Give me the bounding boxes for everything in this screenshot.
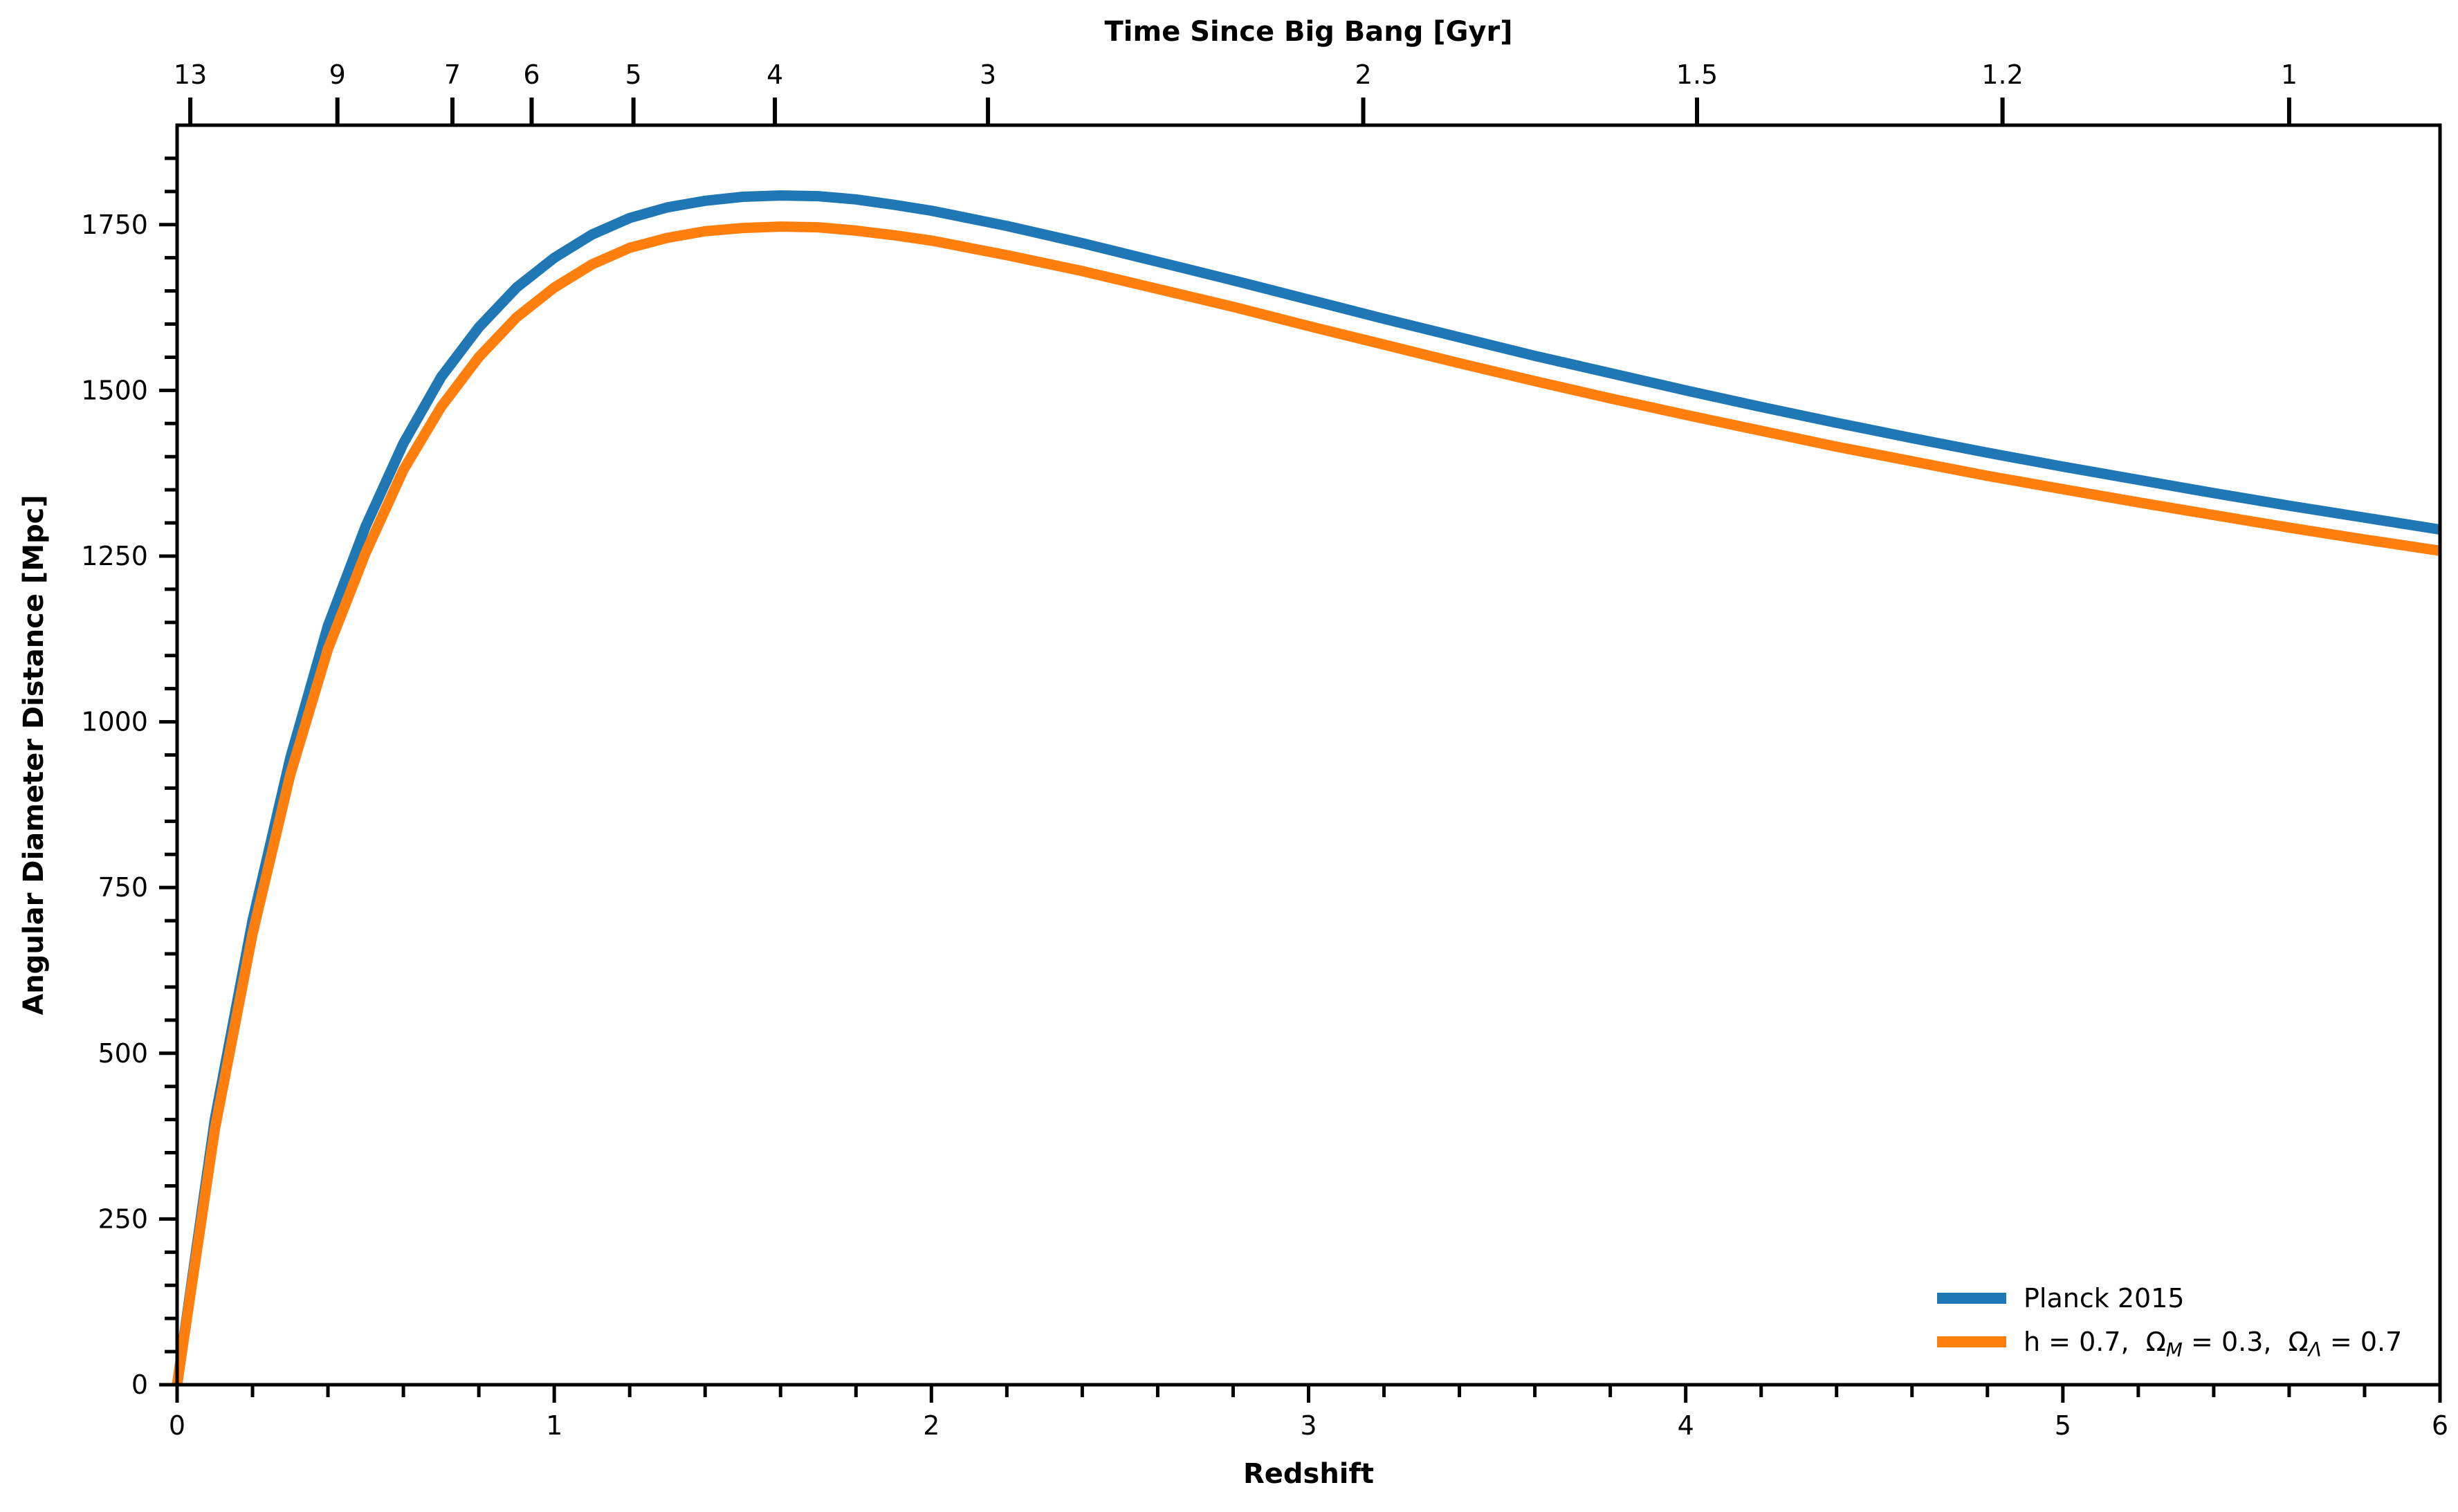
top-tick-label: 6 — [523, 59, 540, 90]
x-tick-label: 6 — [2432, 1410, 2448, 1441]
top-tick-label: 13 — [174, 59, 207, 90]
x-tick-label: 3 — [1300, 1410, 1317, 1441]
top-tick-label: 4 — [767, 59, 783, 90]
y-tick-label: 1750 — [81, 210, 148, 240]
legend-label-part: h = 0.7, Ω — [2024, 1327, 2166, 1357]
legend: Planck 2015 h = 0.7, ΩM = 0.3, ΩΛ = 0.7 — [1937, 1283, 2402, 1361]
y-tick-label: 750 — [98, 872, 148, 903]
y-tick-label: 1500 — [81, 375, 148, 405]
y-axis-title: Angular Diameter Distance [Mpc] — [18, 495, 50, 1015]
x-tick-label: 5 — [2055, 1410, 2071, 1441]
legend-label-part: = 0.7 — [2322, 1327, 2402, 1357]
top-tick-label: 2 — [1355, 59, 1371, 90]
top-tick-label: 5 — [625, 59, 642, 90]
x-tick-label: 0 — [169, 1410, 185, 1441]
y-tick-label: 0 — [131, 1370, 148, 1400]
x-axis-title: Redshift — [1243, 1458, 1374, 1490]
top-axis: 13 9 7 6 5 4 3 2 1.5 1.2 1 — [174, 59, 2298, 125]
legend-label-planck-2015: Planck 2015 — [2024, 1283, 2185, 1313]
top-tick-label: 3 — [980, 59, 996, 90]
legend-label-flat-lcdm: h = 0.7, ΩM = 0.3, ΩΛ = 0.7 — [2024, 1327, 2402, 1361]
legend-label-part: Λ — [2307, 1338, 2322, 1361]
top-axis-title: Time Since Big Bang [Gyr] — [1105, 16, 1513, 48]
series-layer — [172, 190, 2441, 1386]
bottom-axis: 0 1 2 3 4 5 6 — [169, 1385, 2448, 1441]
x-tick-label: 4 — [1678, 1410, 1694, 1441]
y-tick-label: 500 — [98, 1038, 148, 1069]
y-tick-label: 250 — [98, 1204, 148, 1234]
y-tick-label: 1000 — [81, 707, 148, 737]
top-tick-label: 1.5 — [1676, 59, 1718, 90]
top-tick-label: 1 — [2281, 59, 2298, 90]
legend-label-part: = 0.3, Ω — [2183, 1327, 2309, 1357]
y-tick-label: 1250 — [81, 541, 148, 571]
legend-label-part: M — [2166, 1338, 2183, 1361]
series-line-0 — [172, 190, 2441, 1386]
x-tick-label: 2 — [923, 1410, 939, 1441]
x-tick-label: 1 — [546, 1410, 562, 1441]
top-tick-label: 9 — [329, 59, 346, 90]
top-tick-label: 1.2 — [1981, 59, 2023, 90]
series-line-1 — [172, 221, 2441, 1386]
left-axis: 0 250 500 750 1000 1250 1500 1750 — [81, 156, 177, 1400]
top-tick-label: 7 — [444, 59, 461, 90]
